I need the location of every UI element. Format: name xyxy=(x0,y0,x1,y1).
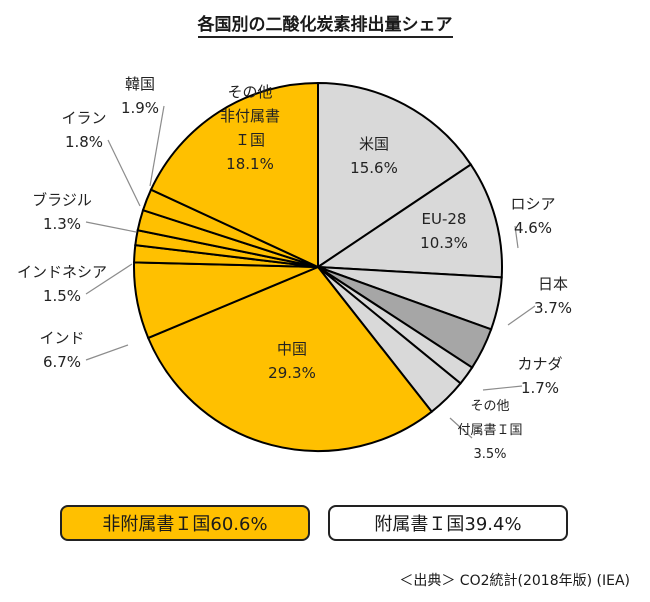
slice-label-2: ロシア 4.6% xyxy=(510,195,555,237)
slice-label-line: 1.5% xyxy=(43,287,81,305)
slice-label-10: イラン 1.8% xyxy=(61,109,106,151)
pie-slice-12 xyxy=(149,81,319,269)
slice-label-line: カナダ xyxy=(517,355,562,373)
annex-total-label: 附属書Ｉ国39.4% xyxy=(374,514,522,535)
slice-label-1: EU-28 10.3% xyxy=(420,210,468,252)
slice-label-line: 中国 xyxy=(277,340,307,358)
leader-line-5 xyxy=(449,417,473,439)
leader-line-2 xyxy=(514,225,519,249)
slice-label-8: インドネシア 1.5% xyxy=(17,263,107,305)
slice-label-line: 10.3% xyxy=(420,234,468,252)
slice-label-5: その他付属書Ｉ国 3.5% xyxy=(457,399,522,462)
leader-line-7 xyxy=(85,344,129,361)
slice-label-line: その他 xyxy=(470,399,509,414)
slice-label-line: 3.5% xyxy=(473,447,506,462)
slice-label-line: 18.1% xyxy=(226,155,274,173)
source-note: ＜出典＞ CO2統計(2018年版) (IEA) xyxy=(399,573,630,589)
non-annex-total-box: 非附属書Ｉ国60.6% xyxy=(60,505,310,541)
chart-title: 各国別の二酸化炭素排出量シェア xyxy=(0,10,650,38)
slice-label-line: 非付属書 xyxy=(220,107,280,125)
slice-label-line: 1.8% xyxy=(65,133,103,151)
slice-label-line: 15.6% xyxy=(350,159,398,177)
slice-label-line: インドネシア xyxy=(17,263,107,281)
slice-label-line: 3.7% xyxy=(534,299,572,317)
slice-label-line: ブラジル xyxy=(32,191,92,209)
slice-label-12: その他非付属書 Ｉ国 18.1% xyxy=(220,83,280,173)
pie-slice-6 xyxy=(146,265,434,452)
leader-line-10 xyxy=(107,139,141,207)
slice-label-6: 中国 29.3% xyxy=(268,340,316,382)
slice-label-line: 4.6% xyxy=(514,219,552,237)
slice-label-line: 1.7% xyxy=(521,379,559,397)
slice-label-7: インド 6.7% xyxy=(39,329,84,371)
slice-label-line: 韓国 xyxy=(125,75,155,93)
slice-label-3: 日本 3.7% xyxy=(534,275,572,317)
slice-label-line: インド xyxy=(39,329,84,347)
leader-line-8 xyxy=(85,263,133,295)
slice-label-line: 付属書Ｉ国 xyxy=(457,423,522,438)
annex-total-box: 附属書Ｉ国39.4% xyxy=(328,505,568,541)
pie-slice-1 xyxy=(314,163,504,279)
slice-label-line: その他 xyxy=(227,83,272,101)
leader-line-9 xyxy=(85,221,137,233)
slice-label-line: 29.3% xyxy=(268,364,316,382)
slice-label-line: ロシア xyxy=(510,195,555,213)
slice-label-0: 米国 15.6% xyxy=(350,135,398,177)
slice-label-line: イラン xyxy=(61,109,106,127)
slice-label-line: Ｉ国 xyxy=(235,131,265,149)
slice-label-line: 1.3% xyxy=(43,215,81,233)
slice-label-line: 日本 xyxy=(538,275,568,293)
slice-label-11: 韓国 1.9% xyxy=(121,75,159,117)
leader-line-11 xyxy=(149,105,165,187)
slice-label-line: EU-28 xyxy=(422,210,467,228)
slice-label-line: 1.9% xyxy=(121,99,159,117)
pie-slice-0 xyxy=(317,81,473,269)
slice-label-line: 米国 xyxy=(359,135,389,153)
leader-line-3 xyxy=(507,305,536,326)
slice-label-4: カナダ 1.7% xyxy=(517,355,562,397)
slice-label-9: ブラジル 1.3% xyxy=(32,191,92,233)
non-annex-total-label: 非附属書Ｉ国60.6% xyxy=(102,514,268,535)
slice-label-line: 6.7% xyxy=(43,353,81,371)
leader-line-4 xyxy=(482,385,523,391)
